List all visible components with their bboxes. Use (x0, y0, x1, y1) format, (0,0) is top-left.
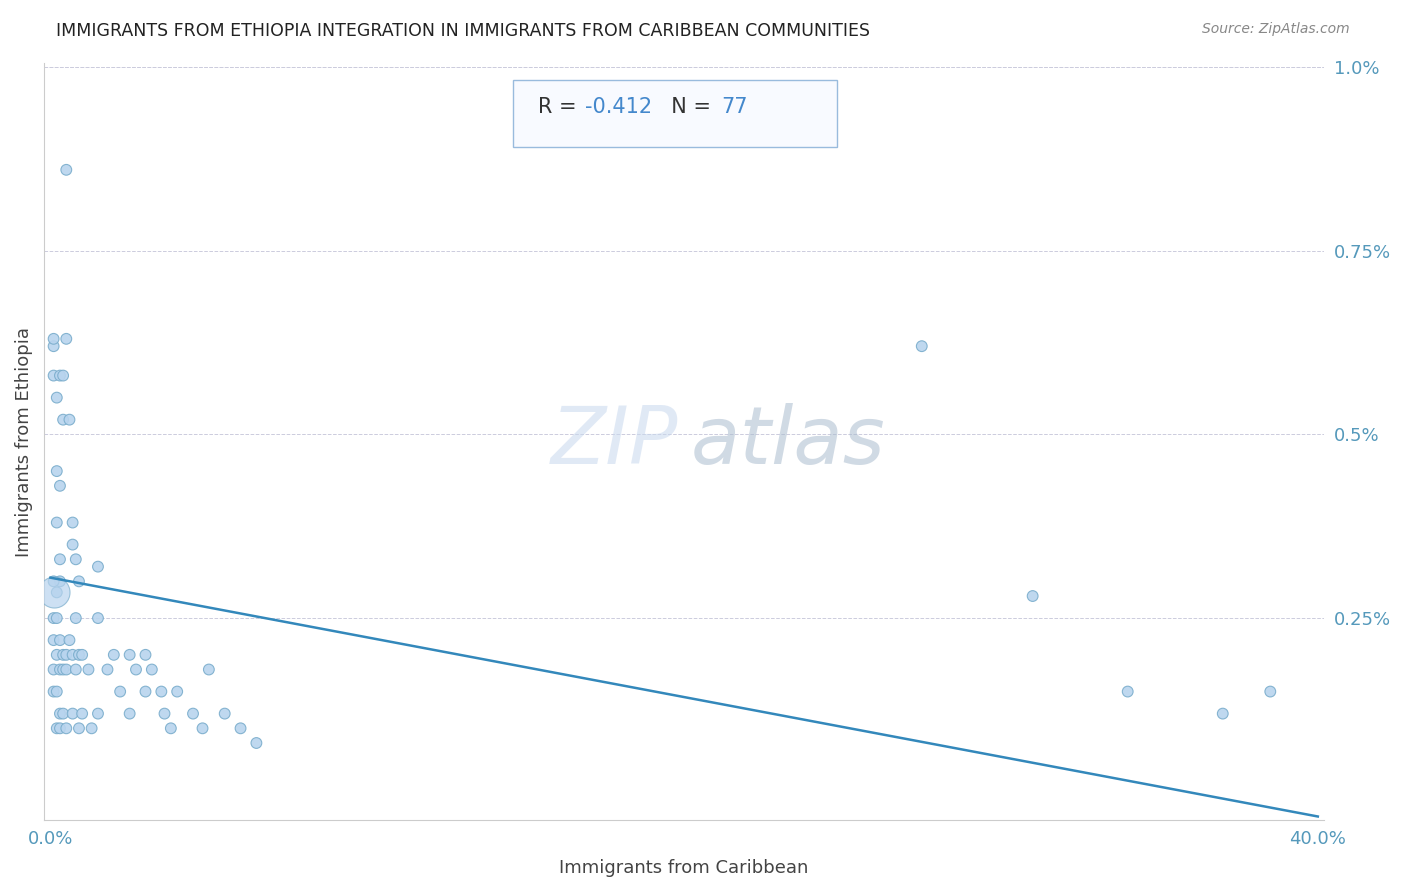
Point (1258, 684, 1281, 698)
Point (65, 611, 87, 625)
Point (58, 633, 80, 648)
Point (58, 412, 80, 426)
Point (45, 516, 67, 530)
Point (134, 648, 156, 662)
Point (141, 663, 163, 677)
Point (55, 162, 77, 177)
Point (1212, 706, 1234, 721)
Point (55, 648, 77, 662)
Point (118, 648, 141, 662)
Point (52, 663, 75, 677)
Point (67, 721, 90, 735)
Point (42, 684, 65, 698)
Text: 77: 77 (721, 96, 748, 117)
Point (42, 663, 65, 677)
Point (1021, 589, 1043, 603)
Point (45, 611, 67, 625)
X-axis label: Immigrants from Caribbean: Immigrants from Caribbean (560, 859, 808, 877)
Point (67, 574, 90, 589)
Point (65, 663, 87, 677)
Point (52, 368, 75, 383)
Point (229, 721, 252, 735)
Point (42, 574, 65, 589)
Point (87, 611, 110, 625)
Point (45, 684, 67, 698)
Point (49, 663, 72, 677)
Point (214, 706, 236, 721)
Text: ZIP: ZIP (550, 402, 678, 481)
Point (118, 706, 141, 721)
Point (45, 721, 67, 735)
Text: atlas: atlas (690, 402, 886, 481)
Point (42, 633, 65, 648)
Point (134, 684, 156, 698)
Point (1116, 684, 1139, 698)
Point (49, 633, 72, 648)
Point (52, 648, 75, 662)
Text: -0.412: -0.412 (585, 96, 652, 117)
Point (87, 706, 110, 721)
Point (125, 663, 148, 677)
Point (52, 412, 75, 426)
Text: N =: N = (658, 96, 717, 117)
Point (150, 684, 173, 698)
Point (45, 648, 67, 662)
Point (62, 538, 84, 552)
Text: Source: ZipAtlas.com: Source: ZipAtlas.com (1202, 22, 1350, 37)
Point (160, 721, 183, 735)
Point (153, 706, 176, 721)
Point (49, 706, 72, 721)
Point (55, 663, 77, 677)
Point (108, 684, 131, 698)
Point (45, 391, 67, 405)
Point (70, 648, 93, 662)
Point (52, 706, 75, 721)
Point (42, 339, 65, 353)
Point (70, 706, 93, 721)
Point (96, 663, 118, 677)
Point (62, 706, 84, 721)
Point (77, 663, 100, 677)
Point (55, 721, 77, 735)
Y-axis label: Immigrants from Ethiopia: Immigrants from Ethiopia (15, 326, 32, 557)
Point (42, 611, 65, 625)
Point (62, 516, 84, 530)
Point (42, 585, 65, 599)
Point (911, 339, 934, 353)
Point (80, 721, 103, 735)
Text: IMMIGRANTS FROM ETHIOPIA INTEGRATION IN IMMIGRANTS FROM CARIBBEAN COMMUNITIES: IMMIGRANTS FROM ETHIOPIA INTEGRATION IN … (56, 22, 870, 40)
Point (103, 648, 125, 662)
Point (55, 332, 77, 346)
Point (42, 368, 65, 383)
Point (49, 368, 72, 383)
Text: R =: R = (538, 96, 583, 117)
Point (166, 684, 188, 698)
Point (245, 736, 267, 750)
Point (65, 552, 87, 566)
Point (87, 559, 110, 574)
Point (49, 721, 72, 735)
Point (198, 663, 221, 677)
Point (181, 706, 204, 721)
Point (42, 332, 65, 346)
Point (45, 464, 67, 478)
Point (67, 648, 90, 662)
Point (191, 721, 214, 735)
Point (49, 574, 72, 589)
Point (49, 552, 72, 566)
Point (49, 479, 72, 493)
Point (62, 648, 84, 662)
Point (45, 585, 67, 599)
